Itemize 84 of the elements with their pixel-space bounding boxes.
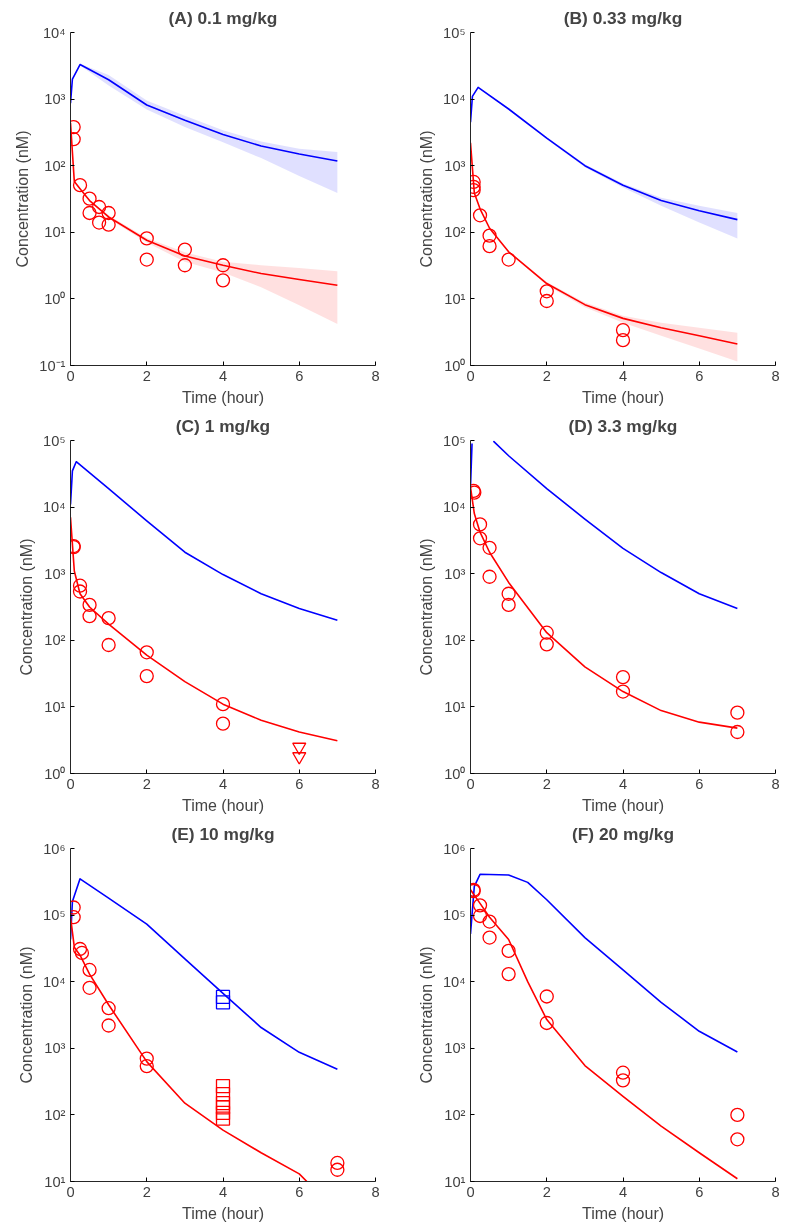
y-tick-label: 10² bbox=[44, 632, 66, 649]
x-tick-label: 0 bbox=[466, 775, 475, 792]
x-tick-label: 2 bbox=[542, 1183, 551, 1200]
chart-title: (E) 10 mg/kg bbox=[171, 823, 275, 844]
y-axis-title: Concentration (nM) bbox=[17, 946, 35, 1084]
x-tick-label: 0 bbox=[66, 775, 75, 792]
y-tick-label: 10¹ bbox=[44, 224, 66, 241]
y-tick-label: 10⁵ bbox=[443, 907, 466, 924]
y-tick-label: 10¹ bbox=[444, 698, 466, 715]
y-tick-label: 10⁵ bbox=[43, 907, 66, 924]
y-tick-label: 10³ bbox=[444, 565, 466, 582]
y-tick-label: 10⁰ bbox=[444, 357, 466, 374]
x-axis-title: Time (hour) bbox=[181, 796, 265, 814]
x-tick-label: 2 bbox=[142, 367, 151, 384]
x-tick-label: 6 bbox=[695, 367, 704, 384]
y-tick-label: 10⁶ bbox=[43, 840, 66, 857]
x-tick-label: 8 bbox=[371, 1183, 380, 1200]
y-tick-label: 10² bbox=[444, 1106, 466, 1123]
y-tick-label: 10³ bbox=[44, 1040, 66, 1057]
x-tick-label: 2 bbox=[142, 775, 151, 792]
x-tick-label: 4 bbox=[618, 1183, 628, 1200]
x-tick-label: 2 bbox=[542, 367, 551, 384]
chart-title: (A) 0.1 mg/kg bbox=[168, 7, 278, 28]
x-tick-label: 0 bbox=[466, 367, 475, 384]
chart-title: (D) 3.3 mg/kg bbox=[568, 415, 678, 436]
y-tick-label: 10⁴ bbox=[42, 499, 66, 516]
y-tick-label: 10¹ bbox=[444, 290, 466, 307]
x-tick-label: 4 bbox=[218, 1183, 228, 1200]
x-tick-label: 8 bbox=[771, 367, 780, 384]
y-tick-label: 10¹ bbox=[44, 698, 66, 715]
chart-title: (C) 1 mg/kg bbox=[175, 415, 271, 436]
y-tick-label: 10⁵ bbox=[43, 432, 66, 449]
y-tick-label: 10⁰ bbox=[444, 765, 466, 782]
y-tick-label: 10¹ bbox=[44, 1173, 66, 1190]
x-axis-title: Time (hour) bbox=[581, 796, 665, 814]
x-tick-label: 6 bbox=[295, 1183, 304, 1200]
y-axis-title: Concentration (nM) bbox=[417, 946, 435, 1084]
x-tick-label: 8 bbox=[371, 367, 380, 384]
y-tick-label: 10³ bbox=[44, 565, 66, 582]
x-tick-label: 6 bbox=[695, 1183, 704, 1200]
y-tick-label: 10³ bbox=[44, 91, 66, 108]
x-axis-title: Time (hour) bbox=[181, 1204, 265, 1222]
y-tick-label: 10² bbox=[444, 224, 466, 241]
y-tick-label: 10⁶ bbox=[443, 840, 466, 857]
y-axis-title: Concentration (nM) bbox=[417, 130, 435, 268]
x-axis-title: Time (hour) bbox=[181, 388, 265, 406]
y-axis-title: Concentration (nM) bbox=[17, 538, 35, 676]
x-tick-label: 6 bbox=[295, 367, 304, 384]
y-tick-label: 10⁻¹ bbox=[39, 357, 66, 374]
x-tick-label: 8 bbox=[771, 1183, 780, 1200]
y-tick-label: 10⁰ bbox=[44, 290, 66, 307]
y-tick-label: 10³ bbox=[444, 157, 466, 174]
y-tick-label: 10⁰ bbox=[44, 765, 66, 782]
x-axis-title: Time (hour) bbox=[581, 1204, 665, 1222]
y-tick-label: 10¹ bbox=[444, 1173, 466, 1190]
y-tick-label: 10⁵ bbox=[443, 24, 466, 41]
x-tick-label: 6 bbox=[295, 775, 304, 792]
y-tick-label: 10² bbox=[44, 157, 66, 174]
y-tick-label: 10⁴ bbox=[442, 973, 466, 990]
x-tick-label: 4 bbox=[218, 367, 228, 384]
y-tick-label: 10⁴ bbox=[42, 973, 66, 990]
y-tick-label: 10⁴ bbox=[442, 91, 466, 108]
y-tick-label: 10⁵ bbox=[443, 432, 466, 449]
x-axis-title: Time (hour) bbox=[581, 388, 665, 406]
chart-title: (B) 0.33 mg/kg bbox=[563, 7, 683, 28]
y-tick-label: 10³ bbox=[444, 1040, 466, 1057]
y-tick-label: 10⁴ bbox=[42, 24, 66, 41]
x-tick-label: 8 bbox=[371, 775, 380, 792]
x-tick-label: 4 bbox=[618, 367, 628, 384]
y-tick-label: 10² bbox=[444, 632, 466, 649]
y-axis-title: Concentration (nM) bbox=[14, 130, 32, 268]
y-tick-label: 10² bbox=[44, 1106, 66, 1123]
y-tick-label: 10⁴ bbox=[442, 499, 466, 516]
x-tick-label: 4 bbox=[218, 775, 228, 792]
y-axis-title: Concentration (nM) bbox=[417, 538, 435, 676]
x-tick-label: 0 bbox=[66, 1183, 75, 1200]
x-tick-label: 8 bbox=[771, 775, 780, 792]
x-tick-label: 0 bbox=[66, 367, 75, 384]
x-tick-label: 2 bbox=[142, 1183, 151, 1200]
x-tick-label: 6 bbox=[695, 775, 704, 792]
x-tick-label: 2 bbox=[542, 775, 551, 792]
x-tick-label: 0 bbox=[466, 1183, 475, 1200]
chart-title: (F) 20 mg/kg bbox=[571, 823, 675, 844]
x-tick-label: 4 bbox=[618, 775, 628, 792]
